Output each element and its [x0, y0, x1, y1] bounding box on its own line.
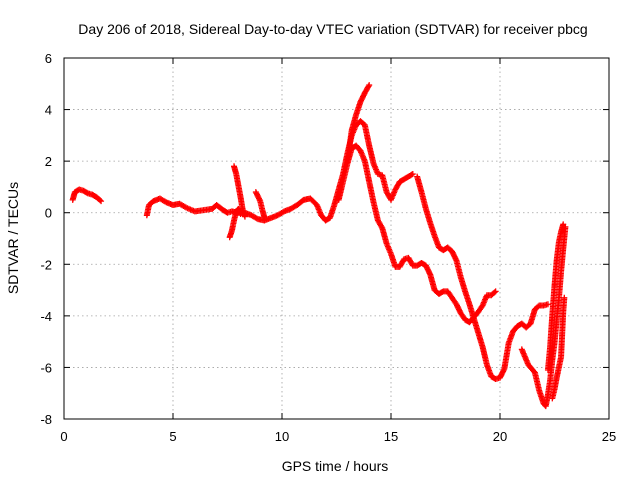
chart-title: Day 206 of 2018, Sidereal Day-to-day VTE…	[78, 21, 587, 37]
x-tick-label: 0	[60, 429, 67, 444]
data-point	[98, 198, 105, 205]
y-tick-label: -6	[40, 360, 52, 375]
data-point	[544, 301, 551, 308]
data-point	[560, 221, 567, 228]
data-point	[366, 82, 373, 89]
plot-frame	[63, 57, 610, 420]
x-tick-label: 25	[602, 429, 616, 444]
x-tick-label: 20	[493, 429, 507, 444]
x-tick-label: 15	[384, 429, 398, 444]
data-point	[492, 288, 499, 295]
data-point	[261, 214, 268, 221]
data-point	[409, 171, 416, 178]
y-tick-label: 4	[45, 103, 52, 118]
y-axis-label: SDTVAR / TECUs	[5, 182, 21, 294]
x-tick-label: 10	[275, 429, 289, 444]
data-point	[365, 83, 372, 90]
data-point	[241, 213, 248, 220]
data-points	[69, 82, 569, 410]
y-tick-label: 0	[45, 206, 52, 221]
data-point	[96, 197, 103, 204]
y-tick-label: 6	[45, 51, 52, 66]
grid-lines	[64, 58, 609, 419]
data-point	[561, 294, 568, 301]
axis-ticks: 0 5 10 15 20 25 -8 -6 -4 -2 0 2 4 6	[40, 51, 616, 444]
y-tick-label: -8	[40, 412, 52, 427]
data-point	[378, 223, 385, 230]
x-tick-label: 5	[169, 429, 176, 444]
y-tick-label: -4	[40, 309, 52, 324]
y-tick-label: 2	[45, 154, 52, 169]
x-axis-label: GPS time / hours	[282, 458, 389, 474]
data-point	[491, 289, 498, 296]
y-tick-label: -2	[40, 257, 52, 272]
